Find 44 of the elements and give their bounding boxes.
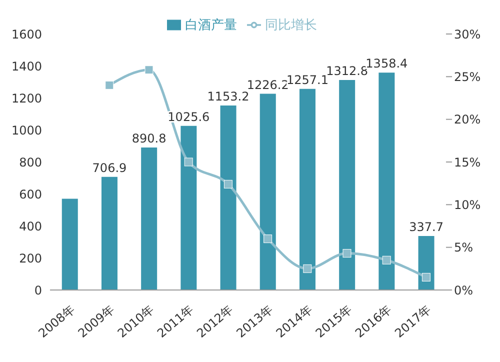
- y2-tick-label: 10%: [454, 198, 481, 212]
- data-label: 1312.8: [326, 64, 368, 78]
- bar: [62, 198, 78, 290]
- point: [184, 158, 193, 166]
- y2-tick-label: 5%: [454, 240, 474, 255]
- y-tick-label: 1000: [11, 123, 42, 138]
- point: [382, 256, 391, 264]
- y2-tick-label: 20%: [454, 112, 481, 127]
- point: [224, 180, 232, 188]
- y-tick-label: 800: [19, 155, 42, 170]
- y2-tick-label: 25%: [454, 70, 481, 84]
- data-label: 890.8: [132, 131, 166, 146]
- point: [105, 80, 114, 90]
- y-tick-label: 200: [19, 251, 42, 266]
- y-tick-label: 1200: [11, 91, 42, 106]
- bar: [378, 72, 395, 290]
- legend-label: 白酒产量: [185, 18, 237, 33]
- bar: [141, 147, 158, 290]
- data-label: 1226.2: [246, 78, 289, 92]
- data-label: 337.7: [409, 220, 444, 234]
- point: [342, 249, 352, 258]
- bar: [220, 105, 236, 290]
- data-label: 1257.1: [286, 72, 328, 87]
- data-label: 1153.2: [207, 89, 250, 104]
- point: [264, 234, 272, 244]
- bar: [339, 80, 356, 290]
- y-tick-label: 1400: [11, 59, 42, 74]
- data-label: 706.9: [92, 160, 127, 175]
- point: [422, 272, 430, 282]
- point: [144, 66, 154, 74]
- y-tick-label: 400: [19, 219, 42, 234]
- y-tick-label: 600: [19, 187, 42, 202]
- y-tick-label: 0: [34, 283, 42, 298]
- bar: [299, 88, 316, 290]
- data-label: 1358.4: [366, 56, 408, 71]
- y2-tick-label: 15%: [454, 155, 481, 170]
- bar: [180, 126, 197, 290]
- point: [303, 264, 312, 273]
- legend-label: 同比增长: [265, 18, 317, 33]
- y-tick-label: 1600: [11, 27, 42, 42]
- y2-tick-label: 0%: [454, 283, 474, 298]
- y2-tick-label: 30%: [454, 27, 481, 42]
- bar: [260, 94, 276, 290]
- bar: [101, 176, 118, 290]
